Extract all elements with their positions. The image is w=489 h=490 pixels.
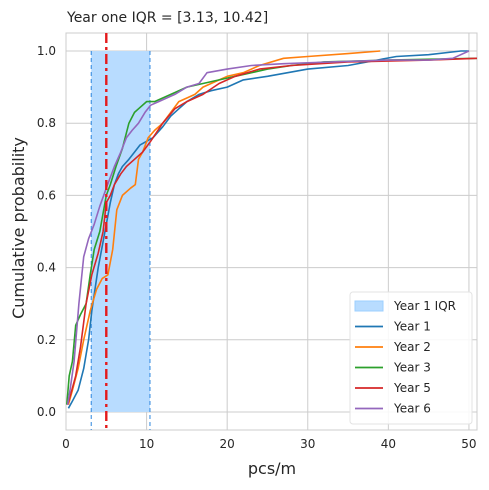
x-tick-label: 20 [220, 437, 235, 451]
legend-label: Year 6 [393, 402, 431, 416]
series-line-year-5 [66, 57, 478, 405]
y-tick-label: 0.6 [37, 188, 56, 202]
x-axis-label: pcs/m [248, 459, 296, 478]
series-layer [66, 50, 478, 409]
legend-label: Year 1 [393, 320, 431, 334]
legend-label: Year 2 [393, 340, 431, 354]
legend-swatch [354, 300, 384, 312]
series-line-year-3 [66, 57, 478, 405]
y-tick-labels: 0.0 0.2 0.4 0.6 0.8 1.0 [37, 44, 56, 419]
y-axis-label: Cumulative probability [9, 137, 28, 319]
y-tick-label: 1.0 [37, 44, 56, 58]
legend-label: Year 3 [393, 361, 431, 375]
series-line-year-2 [67, 50, 381, 405]
x-tick-label: 0 [62, 437, 70, 451]
y-tick-label: 0.8 [37, 116, 56, 130]
legend: Year 1 IQR Year 1 Year 2 Year 3 Year 5 Year 6 [349, 291, 473, 425]
x-tick-label: 30 [300, 437, 315, 451]
y-tick-label: 0.4 [37, 261, 56, 275]
legend-box [349, 291, 473, 425]
x-tick-label: 10 [139, 437, 154, 451]
x-tick-label: 50 [461, 437, 476, 451]
y-tick-label: 0.2 [37, 333, 56, 347]
chart-title: Year one IQR = [3.13, 10.42] [66, 10, 268, 26]
x-tick-labels: 0 10 20 30 40 50 [62, 437, 476, 451]
iqr-band [91, 51, 150, 412]
iqr-layer [90, 51, 151, 430]
legend-label: Year 5 [393, 381, 431, 395]
legend-label: Year 1 IQR [393, 299, 456, 313]
y-tick-label: 0.0 [37, 405, 56, 419]
series-line-year-6 [66, 50, 470, 405]
x-tick-label: 40 [381, 437, 396, 451]
